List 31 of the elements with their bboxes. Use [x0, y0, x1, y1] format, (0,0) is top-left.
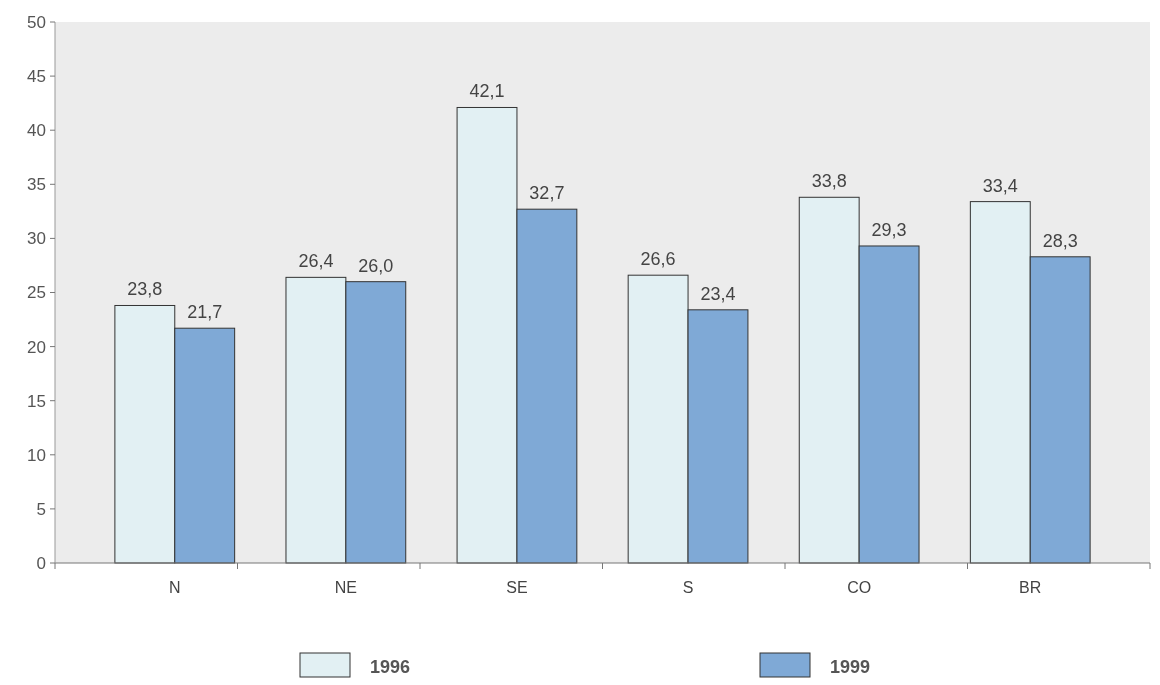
- data-label: 29,3: [871, 219, 907, 240]
- legend-label: 1999: [830, 657, 871, 678]
- data-label: 28,3: [1042, 230, 1078, 251]
- data-label: 26,4: [298, 251, 334, 272]
- data-label: 42,1: [469, 81, 505, 102]
- y-tick-label: 40: [27, 121, 46, 141]
- data-label: 26,0: [358, 255, 394, 276]
- data-label: 33,4: [982, 175, 1018, 196]
- legend-label: 1996: [370, 657, 411, 678]
- data-label: 33,8: [811, 171, 847, 192]
- data-label: 21,7: [187, 302, 223, 323]
- data-label: 23,4: [700, 283, 736, 304]
- y-tick-label: 15: [27, 391, 46, 411]
- data-label: 26,6: [640, 249, 676, 270]
- x-tick-label: CO: [847, 579, 872, 596]
- x-tick-label: S: [682, 579, 694, 596]
- data-label: 23,8: [127, 279, 163, 300]
- y-tick-label: 30: [27, 229, 46, 249]
- x-tick-label: N: [168, 579, 181, 596]
- y-tick-label: 25: [27, 283, 46, 303]
- x-tick-label: SE: [506, 579, 528, 596]
- y-tick-label: 20: [27, 337, 46, 357]
- x-tick-label: NE: [334, 579, 357, 596]
- y-tick-label: 45: [27, 67, 46, 87]
- y-tick-label: 50: [27, 12, 46, 32]
- y-tick-label: 10: [27, 445, 46, 465]
- y-tick-label: 0: [36, 553, 46, 573]
- x-tick-label: BR: [1019, 579, 1042, 596]
- data-label: 32,7: [529, 183, 565, 204]
- y-tick-label: 5: [36, 499, 46, 519]
- y-tick-label: 35: [27, 175, 46, 195]
